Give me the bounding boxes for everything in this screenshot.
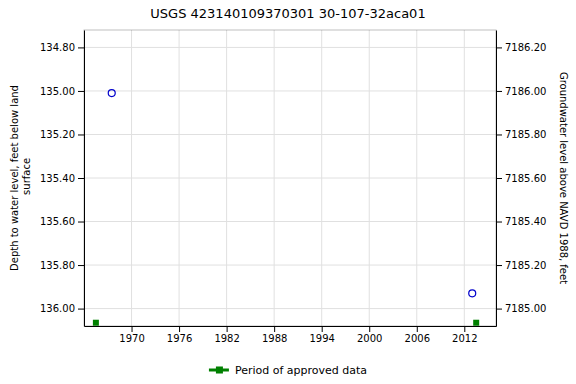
tick-mark bbox=[179, 326, 180, 332]
tick: 135.20 bbox=[40, 129, 84, 140]
tick-mark bbox=[496, 134, 502, 135]
grid-line-y bbox=[84, 221, 496, 222]
tick-label: 2006 bbox=[405, 333, 430, 344]
tick: 135.80 bbox=[40, 260, 84, 271]
tick-mark bbox=[78, 222, 84, 223]
tick-label: 7186.00 bbox=[505, 86, 546, 97]
tick-mark bbox=[496, 91, 502, 92]
tick: 1976 bbox=[167, 326, 192, 344]
tick-label: 1982 bbox=[214, 333, 239, 344]
tick-label: 135.80 bbox=[40, 260, 75, 271]
plot-frame bbox=[84, 30, 496, 326]
tick-label: 1994 bbox=[309, 333, 334, 344]
tick-label: 1970 bbox=[119, 333, 144, 344]
tick: 7185.40 bbox=[496, 216, 546, 227]
tick-label: 135.20 bbox=[40, 129, 75, 140]
tick: 136.00 bbox=[40, 303, 84, 314]
tick-label: 135.00 bbox=[40, 86, 75, 97]
chart: 19701976198219881994200020062012134.8013… bbox=[0, 0, 576, 384]
y2-axis: 7185.00 7185.20 7185.40 7185.60 7185.80 7186.… bbox=[496, 31, 546, 327]
tick-label: 7185.00 bbox=[505, 303, 546, 314]
legend-swatch-marker bbox=[216, 367, 223, 374]
tick: 1970 bbox=[119, 326, 144, 344]
grid-line-y bbox=[84, 178, 496, 179]
grid bbox=[84, 30, 496, 326]
series bbox=[93, 320, 479, 326]
tick-label: 7185.20 bbox=[505, 260, 546, 271]
tick-label: 1988 bbox=[262, 333, 287, 344]
tick-mark bbox=[78, 47, 84, 48]
y2-axis-label: Groundwater level above NAVD 1988, feet bbox=[558, 72, 569, 284]
tick-label: 135.40 bbox=[40, 173, 75, 184]
tick-mark bbox=[78, 309, 84, 310]
point-square bbox=[473, 320, 479, 326]
tick-mark bbox=[369, 326, 370, 332]
tick: 2006 bbox=[405, 326, 430, 344]
tick-mark bbox=[78, 178, 84, 179]
tick-mark bbox=[496, 222, 502, 223]
plot: 19701976198219881994200020062012134.8013… bbox=[40, 30, 546, 344]
tick: 1988 bbox=[262, 326, 287, 344]
tick-label: 1976 bbox=[167, 333, 192, 344]
tick-mark bbox=[78, 265, 84, 266]
tick-label: 7185.80 bbox=[505, 129, 546, 140]
tick: 2012 bbox=[452, 326, 477, 344]
marks bbox=[93, 90, 479, 326]
tick-mark bbox=[496, 309, 502, 310]
tick-mark bbox=[132, 326, 133, 332]
tick-mark bbox=[322, 326, 323, 332]
grid-line-y bbox=[84, 90, 496, 91]
tick: 7185.00 bbox=[496, 303, 546, 314]
grid-line-y bbox=[84, 47, 496, 48]
point bbox=[469, 290, 476, 297]
y-axis: 134.80 135.00 135.20 135.40 135.60 135.80 136.… bbox=[40, 31, 85, 327]
grid-line-y bbox=[84, 308, 496, 309]
tick: 135.00 bbox=[40, 86, 84, 97]
y-axis-label: Depth to water level, feet below land su… bbox=[9, 85, 32, 271]
tick: 7185.20 bbox=[496, 260, 546, 271]
series bbox=[108, 90, 476, 297]
point-square bbox=[93, 320, 99, 326]
tick: 7186.00 bbox=[496, 86, 546, 97]
legend: Period of approved data bbox=[209, 364, 367, 377]
tick-label: 7185.40 bbox=[505, 216, 546, 227]
point bbox=[108, 90, 115, 97]
title: USGS 423140109370301 30-107-32aca01 bbox=[150, 6, 425, 21]
label-line: surface bbox=[21, 158, 32, 198]
tick-label: 7186.20 bbox=[505, 42, 546, 53]
tick-mark bbox=[78, 134, 84, 135]
tick-mark bbox=[274, 326, 275, 332]
tick-mark bbox=[464, 326, 465, 332]
grid-line-y bbox=[84, 134, 496, 135]
axis-line bbox=[85, 326, 497, 327]
tick-label: 136.00 bbox=[40, 303, 75, 314]
tick-label: 2000 bbox=[357, 333, 382, 344]
tick-mark bbox=[496, 265, 502, 266]
tick: 7185.80 bbox=[496, 129, 546, 140]
tick: 135.40 bbox=[40, 173, 84, 184]
tick: 2000 bbox=[357, 326, 382, 344]
tick-label: 7185.60 bbox=[505, 173, 546, 184]
grid-line-y bbox=[84, 265, 496, 266]
tick: 7185.60 bbox=[496, 173, 546, 184]
axis-line bbox=[84, 31, 85, 327]
tick: 1982 bbox=[214, 326, 239, 344]
tick-mark bbox=[78, 91, 84, 92]
legend-item: Period of approved data bbox=[209, 364, 367, 377]
tick-mark bbox=[496, 178, 502, 179]
tick-label: 134.80 bbox=[40, 42, 75, 53]
tick: 134.80 bbox=[40, 42, 84, 53]
tick-mark bbox=[496, 47, 502, 48]
tick-mark bbox=[227, 326, 228, 332]
tick: 7186.20 bbox=[496, 42, 546, 53]
tick: 135.60 bbox=[40, 216, 84, 227]
tick: 1994 bbox=[309, 326, 334, 344]
x-axis: 1970 1976 1982 1988 1994 2000 2006 2012 bbox=[85, 326, 497, 344]
legend-label: Period of approved data bbox=[235, 364, 367, 377]
tick-label: 2012 bbox=[452, 333, 477, 344]
label-line: Depth to water level, feet below land bbox=[9, 85, 20, 271]
tick-mark bbox=[417, 326, 418, 332]
tick-label: 135.60 bbox=[40, 216, 75, 227]
